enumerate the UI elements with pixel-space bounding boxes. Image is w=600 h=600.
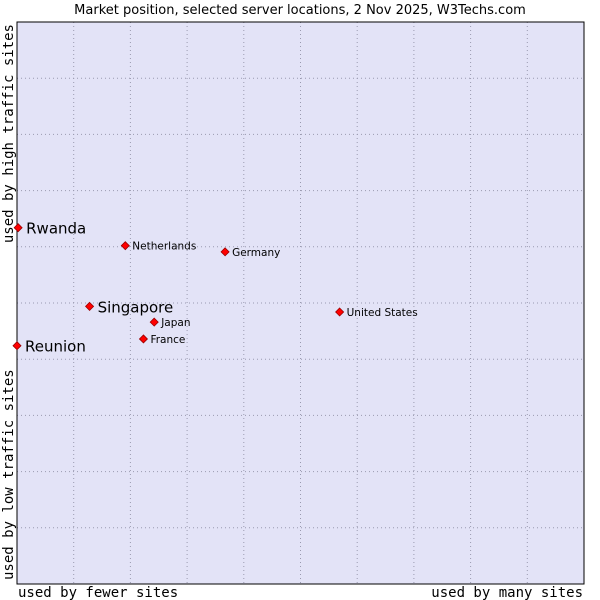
point-label-france: France xyxy=(150,334,185,346)
point-marker-singapore xyxy=(85,301,95,311)
point-marker-germany xyxy=(220,247,230,257)
chart-title: Market position, selected server locatio… xyxy=(74,3,526,18)
point-label-reunion: Reunion xyxy=(25,338,86,356)
point-label-netherlands: Netherlands xyxy=(132,241,196,253)
point-label-united-states: United States xyxy=(347,307,418,319)
point-label-rwanda: Rwanda xyxy=(26,220,86,238)
point-marker-united-states xyxy=(335,307,345,317)
point-marker-rwanda xyxy=(13,223,23,233)
plot-border xyxy=(16,21,585,585)
point-marker-netherlands xyxy=(120,241,130,251)
gridlines xyxy=(17,22,584,584)
point-label-germany: Germany xyxy=(232,247,280,259)
point-marker-reunion xyxy=(12,341,22,351)
x-axis-label-low: used by fewer sites xyxy=(18,585,178,600)
point-label-singapore: Singapore xyxy=(98,298,174,316)
point-marker-japan xyxy=(149,317,159,327)
x-axis-label-high: used by many sites xyxy=(431,585,583,600)
point-label-japan: Japan xyxy=(160,317,190,329)
y-axis-label-high: used by high traffic sites xyxy=(1,24,17,243)
y-axis-label-low: used by low traffic sites xyxy=(1,369,17,580)
point-marker-france xyxy=(138,334,149,344)
